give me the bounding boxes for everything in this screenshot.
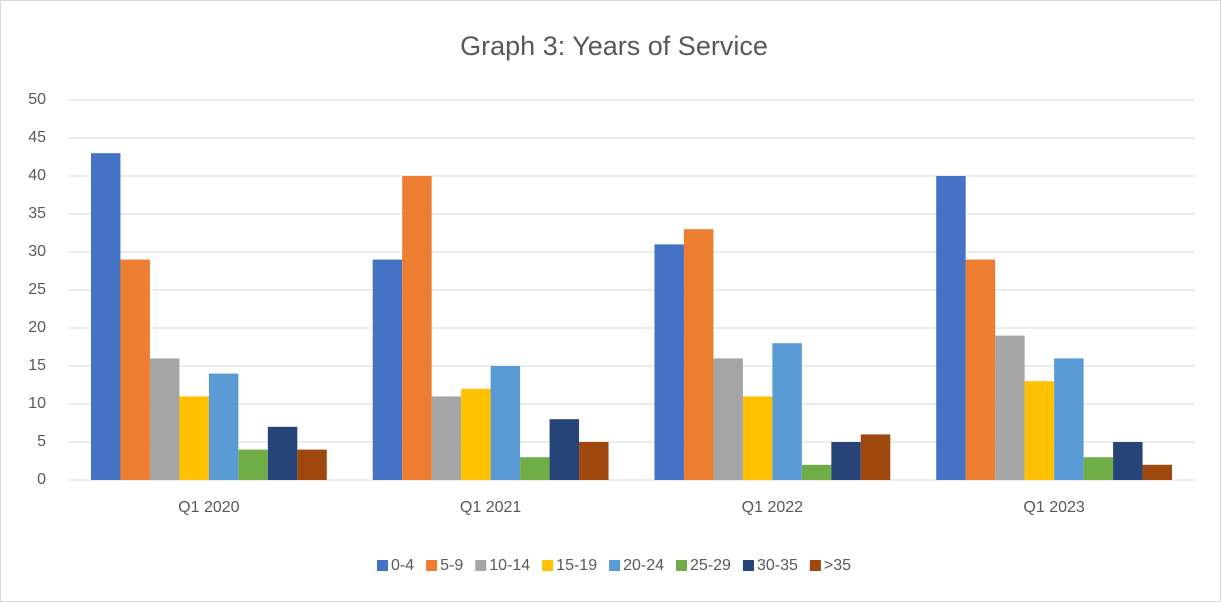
legend-label: 30-35	[757, 557, 798, 574]
y-tick-label: 15	[28, 357, 46, 374]
legend-label: 10-14	[489, 557, 530, 574]
bar	[772, 343, 802, 480]
y-tick-label: 5	[37, 433, 46, 450]
x-tick-label: Q1 2021	[460, 499, 521, 516]
bar	[208, 373, 239, 480]
bar	[297, 449, 327, 480]
y-tick-label: 50	[28, 91, 46, 108]
legend-swatch	[609, 560, 621, 571]
bar	[238, 449, 268, 480]
y-tick-label: 10	[28, 395, 46, 412]
bar	[683, 229, 714, 480]
x-tick-label: Q1 2023	[1023, 499, 1084, 516]
legend-label: 20-24	[623, 557, 664, 574]
bar	[372, 259, 403, 480]
bar	[1024, 381, 1055, 480]
bar	[801, 464, 832, 480]
bar	[402, 176, 432, 480]
bar	[965, 259, 996, 480]
bar	[579, 442, 609, 480]
bar	[936, 176, 966, 480]
bar	[267, 426, 298, 480]
legend-label: 25-29	[690, 557, 731, 574]
bar	[1142, 464, 1173, 480]
x-tick-label: Q1 2022	[742, 499, 803, 516]
bar	[490, 366, 521, 480]
legend-swatch	[742, 560, 754, 571]
bar	[995, 335, 1025, 480]
y-tick-label: 35	[28, 205, 46, 222]
legend-swatch	[377, 560, 388, 571]
y-tick-label: 40	[28, 167, 46, 184]
legend-label: 15-19	[556, 557, 597, 574]
y-tick-label: 20	[28, 319, 46, 336]
legend-label: 0-4	[391, 557, 414, 574]
bar	[120, 259, 150, 480]
y-tick-label: 45	[28, 129, 46, 146]
chart-title: Graph 3: Years of Service	[460, 31, 768, 61]
bar	[742, 396, 773, 480]
y-tick-label: 25	[28, 281, 46, 298]
bar	[549, 419, 580, 480]
bar	[831, 442, 861, 480]
legend-swatch	[542, 560, 554, 571]
bar	[149, 358, 180, 480]
bar	[179, 396, 209, 480]
legend-swatch	[426, 560, 438, 571]
legend-label: 5-9	[440, 557, 463, 574]
legend-label: >35	[824, 557, 851, 574]
bar	[654, 244, 684, 480]
y-tick-label: 30	[28, 243, 46, 260]
legend-swatch	[475, 560, 487, 571]
bar	[461, 388, 491, 480]
bar	[1113, 442, 1143, 480]
bar	[713, 358, 743, 480]
legend-swatch	[809, 560, 821, 571]
y-tick-label: 0	[37, 471, 46, 488]
bar	[1054, 358, 1084, 480]
bar	[90, 153, 121, 480]
legend-swatch	[676, 560, 688, 571]
x-tick-label: Q1 2020	[178, 499, 239, 516]
bar	[520, 457, 550, 480]
bar	[431, 396, 462, 480]
bar	[1083, 457, 1114, 480]
bar	[860, 434, 891, 480]
